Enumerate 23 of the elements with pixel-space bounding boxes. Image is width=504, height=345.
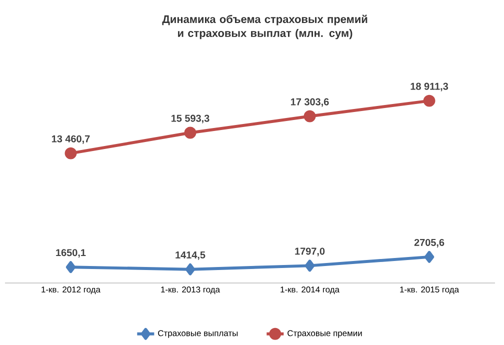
data-label: 13 460,7: [52, 135, 90, 144]
point: [304, 260, 315, 272]
data-label: 1797,0: [295, 248, 325, 256]
point: [424, 250, 434, 263]
data-label: 1650,1: [56, 249, 86, 258]
point: [184, 126, 196, 139]
point: [304, 110, 316, 122]
data-label: 15 593,3: [171, 114, 210, 124]
point: [423, 94, 436, 107]
data-label: 1414,5: [176, 251, 206, 260]
data-label: 17 303,6: [290, 98, 329, 107]
chart-title: Динамика объема страховых премий и страховых выплат (млн. сум): [162, 14, 368, 40]
x-tick-label: 1-кв. 2015 года: [400, 286, 460, 294]
x-tick-label: 1-кв. 2013 года: [161, 286, 220, 294]
point: [185, 263, 196, 276]
x-tick-label: 1-кв. 2012 года: [42, 286, 100, 294]
data-label: 18 911,3: [410, 82, 448, 92]
point: [66, 261, 76, 274]
legend-label: Страховые выплаты: [158, 330, 238, 338]
point: [64, 147, 77, 160]
data-label: 2705,6: [414, 238, 444, 248]
legend-label: Страховые премии: [288, 330, 362, 338]
x-tick-label: 1-кв. 2014 года: [280, 286, 340, 294]
